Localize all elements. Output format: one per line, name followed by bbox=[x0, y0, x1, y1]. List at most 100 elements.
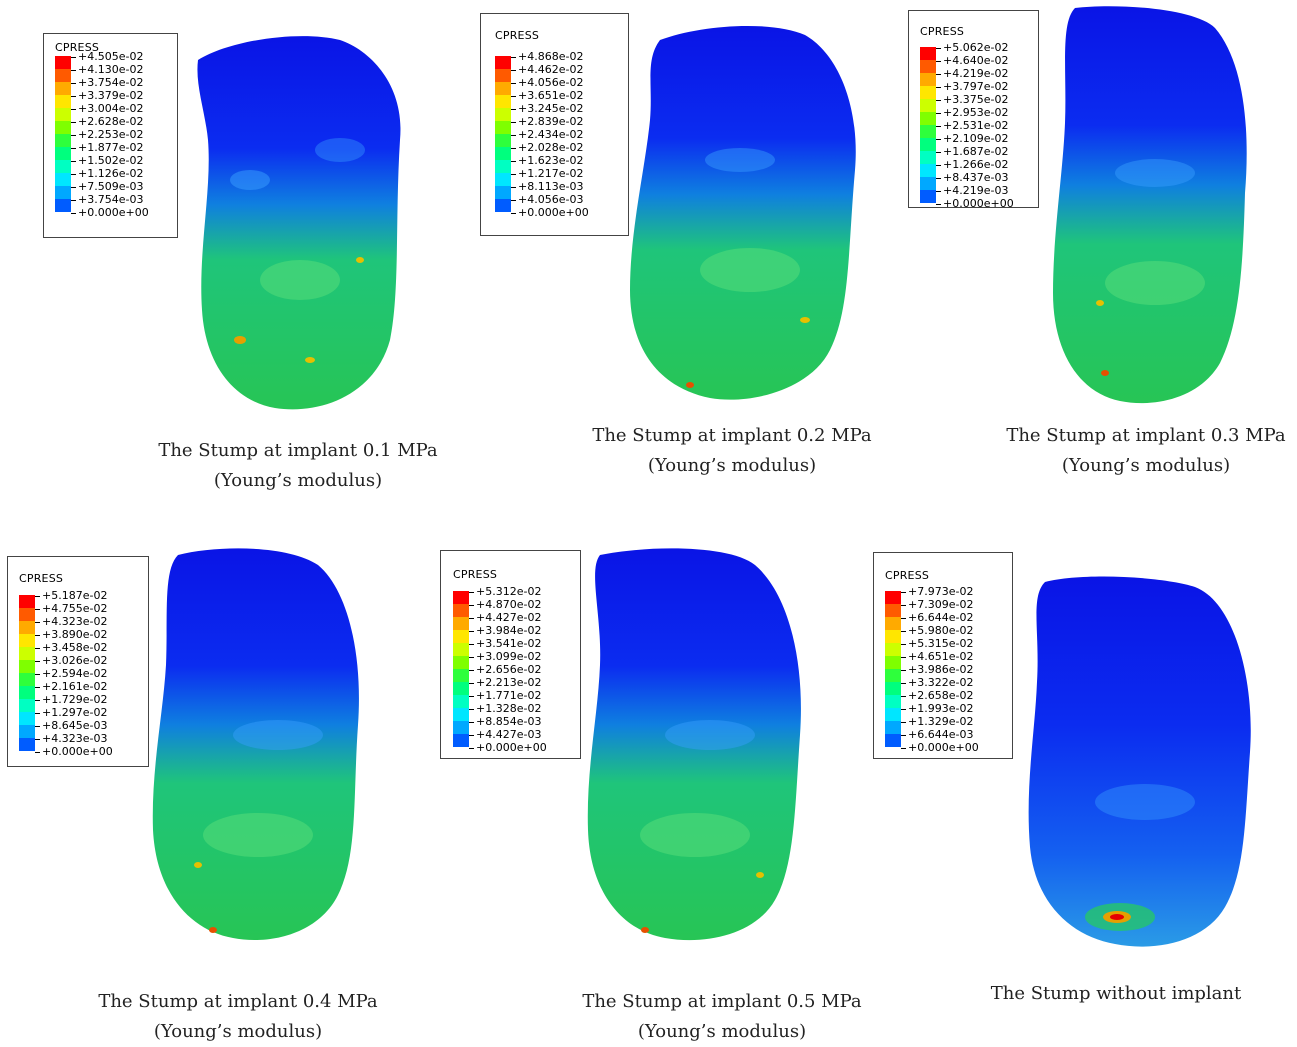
tick-label: +0.000e+00 bbox=[936, 198, 1014, 209]
color-band bbox=[495, 82, 511, 95]
color-scale-bar bbox=[453, 591, 469, 747]
tick-mark bbox=[901, 708, 906, 710]
color-band bbox=[920, 164, 936, 177]
tick-text: +0.000e+00 bbox=[908, 741, 979, 754]
tick-mark bbox=[71, 69, 76, 71]
tick-text: +3.754e-02 bbox=[78, 76, 144, 89]
tick-mark bbox=[511, 108, 516, 110]
tick-mark bbox=[901, 630, 906, 632]
color-band bbox=[885, 604, 901, 617]
tick-mark bbox=[469, 721, 474, 723]
tick-mark bbox=[35, 738, 40, 740]
color-band bbox=[453, 695, 469, 708]
tick-text: +4.870e-02 bbox=[476, 598, 542, 611]
tick-text: +3.099e-02 bbox=[476, 650, 542, 663]
tick-mark bbox=[511, 186, 516, 188]
tick-text: +0.000e+00 bbox=[943, 197, 1014, 210]
color-band bbox=[19, 699, 35, 712]
tick-text: +4.640e-02 bbox=[943, 54, 1009, 67]
color-band bbox=[495, 56, 511, 69]
tick-label: +4.462e-02 bbox=[511, 64, 583, 75]
tick-label: +1.328e-02 bbox=[469, 703, 541, 714]
color-band bbox=[495, 95, 511, 108]
tick-label: +3.245e-02 bbox=[511, 103, 583, 114]
tick-text: +1.217e-02 bbox=[518, 167, 584, 180]
tick-mark bbox=[469, 643, 474, 645]
tick-text: +4.462e-02 bbox=[518, 63, 584, 76]
tick-label: +2.434e-02 bbox=[511, 129, 583, 140]
caption-line-1: The Stump at implant 0.5 MPa bbox=[582, 991, 862, 1012]
tick-mark bbox=[71, 199, 76, 201]
color-band bbox=[453, 591, 469, 604]
tick-mark bbox=[936, 151, 941, 153]
tick-label: +1.329e-02 bbox=[901, 716, 973, 727]
tick-mark bbox=[511, 82, 516, 84]
tick-mark bbox=[71, 108, 76, 110]
legend-title: CPRESS bbox=[19, 572, 64, 585]
tick-text: +2.531e-02 bbox=[943, 119, 1009, 132]
tick-label: +3.651e-02 bbox=[511, 90, 583, 101]
tick-mark bbox=[469, 747, 474, 749]
tick-label: +3.754e-03 bbox=[71, 194, 143, 205]
tick-text: +3.986e-02 bbox=[908, 663, 974, 676]
tick-label: +0.000e+00 bbox=[469, 742, 547, 753]
color-band bbox=[19, 725, 35, 738]
legend-panel-1: CPRESS +4.505e-02 +4.130e-02 +3.754e-02 +3.… bbox=[43, 33, 178, 238]
caption-line-1: The Stump without implant bbox=[990, 983, 1242, 1004]
tick-text: +4.427e-02 bbox=[476, 611, 542, 624]
color-band bbox=[495, 173, 511, 186]
tick-mark bbox=[71, 121, 76, 123]
stump-model-3 bbox=[1053, 6, 1247, 404]
tick-text: +4.056e-03 bbox=[518, 193, 584, 206]
tick-label: +3.458e-02 bbox=[35, 642, 107, 653]
legend-title: CPRESS bbox=[453, 568, 498, 581]
tick-label: +2.161e-02 bbox=[35, 681, 107, 692]
tick-mark bbox=[35, 647, 40, 649]
tick-mark bbox=[936, 112, 941, 114]
tick-label: +1.877e-02 bbox=[71, 142, 143, 153]
tick-mark bbox=[35, 699, 40, 701]
tick-mark bbox=[469, 734, 474, 736]
color-band bbox=[453, 630, 469, 643]
caption-line-1: The Stump at implant 0.1 MPa bbox=[158, 440, 438, 461]
tick-label: +8.645e-03 bbox=[35, 720, 107, 731]
color-band bbox=[19, 595, 35, 608]
color-band bbox=[55, 121, 71, 134]
tick-text: +2.953e-02 bbox=[943, 106, 1009, 119]
caption-panel-2: The Stump at implant 0.2 MPa (Young’s mo… bbox=[582, 421, 882, 481]
tick-text: +3.379e-02 bbox=[78, 89, 144, 102]
tick-label: +1.687e-02 bbox=[936, 146, 1008, 157]
color-band bbox=[885, 708, 901, 721]
tick-label: +4.640e-02 bbox=[936, 55, 1008, 66]
color-band bbox=[453, 708, 469, 721]
legend-panel-5: CPRESS +5.312e-02 +4.870e-02 +4.427e-02 +3.… bbox=[440, 550, 581, 759]
tick-label: +4.505e-02 bbox=[71, 51, 143, 62]
tick-mark bbox=[936, 73, 941, 75]
caption-line-1: The Stump at implant 0.2 MPa bbox=[592, 425, 872, 446]
tick-label: +2.531e-02 bbox=[936, 120, 1008, 131]
tick-text: +4.505e-02 bbox=[78, 50, 144, 63]
tick-text: +8.113e-03 bbox=[518, 180, 584, 193]
color-band bbox=[19, 621, 35, 634]
tick-mark bbox=[511, 69, 516, 71]
color-band bbox=[920, 99, 936, 112]
tick-text: +4.219e-02 bbox=[943, 67, 1009, 80]
tick-mark bbox=[469, 669, 474, 671]
tick-mark bbox=[71, 160, 76, 162]
color-band bbox=[19, 686, 35, 699]
tick-text: +3.458e-02 bbox=[42, 641, 108, 654]
color-band bbox=[920, 138, 936, 151]
tick-mark bbox=[71, 134, 76, 136]
tick-label: +5.980e-02 bbox=[901, 625, 973, 636]
tick-text: +7.509e-03 bbox=[78, 180, 144, 193]
tick-text: +2.628e-02 bbox=[78, 115, 144, 128]
tick-text: +3.797e-02 bbox=[943, 80, 1009, 93]
tick-text: +3.245e-02 bbox=[518, 102, 584, 115]
tick-label: +2.628e-02 bbox=[71, 116, 143, 127]
tick-label: +3.986e-02 bbox=[901, 664, 973, 675]
tick-label: +3.099e-02 bbox=[469, 651, 541, 662]
color-band bbox=[19, 712, 35, 725]
color-band bbox=[453, 734, 469, 747]
caption-line-2: (Young’s modulus) bbox=[153, 1021, 323, 1042]
tick-mark bbox=[901, 734, 906, 736]
